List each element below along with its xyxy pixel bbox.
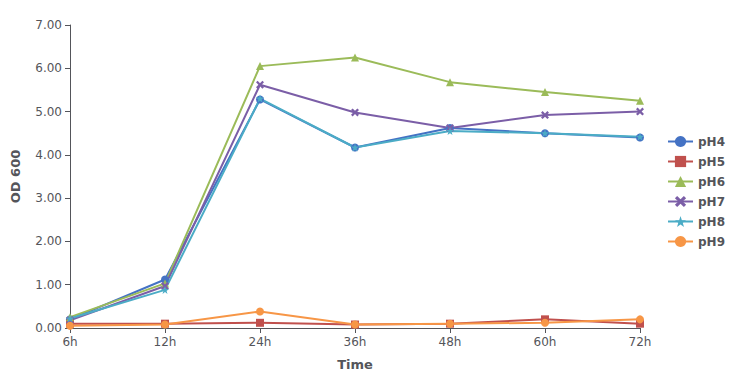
svg-text:12h: 12h bbox=[154, 335, 177, 349]
svg-text:3.00: 3.00 bbox=[35, 191, 62, 205]
svg-text:5.00: 5.00 bbox=[35, 105, 62, 119]
svg-text:pH7: pH7 bbox=[698, 195, 725, 209]
svg-text:6.00: 6.00 bbox=[35, 61, 62, 75]
svg-text:6h: 6h bbox=[62, 335, 77, 349]
svg-text:Time: Time bbox=[337, 357, 373, 372]
svg-text:4.00: 4.00 bbox=[35, 148, 62, 162]
svg-text:OD 600: OD 600 bbox=[8, 150, 23, 204]
svg-text:24h: 24h bbox=[249, 335, 272, 349]
svg-text:60h: 60h bbox=[534, 335, 557, 349]
svg-text:72h: 72h bbox=[629, 335, 652, 349]
svg-text:0.00: 0.00 bbox=[35, 321, 62, 335]
svg-text:pH8: pH8 bbox=[698, 215, 725, 229]
svg-text:pH4: pH4 bbox=[698, 135, 725, 149]
svg-text:pH6: pH6 bbox=[698, 175, 725, 189]
svg-text:36h: 36h bbox=[344, 335, 367, 349]
svg-text:pH9: pH9 bbox=[698, 235, 725, 249]
svg-text:7.00: 7.00 bbox=[35, 18, 62, 32]
svg-text:pH5: pH5 bbox=[698, 155, 725, 169]
svg-text:2.00: 2.00 bbox=[35, 234, 62, 248]
svg-text:48h: 48h bbox=[439, 335, 462, 349]
svg-text:1.00: 1.00 bbox=[35, 278, 62, 292]
